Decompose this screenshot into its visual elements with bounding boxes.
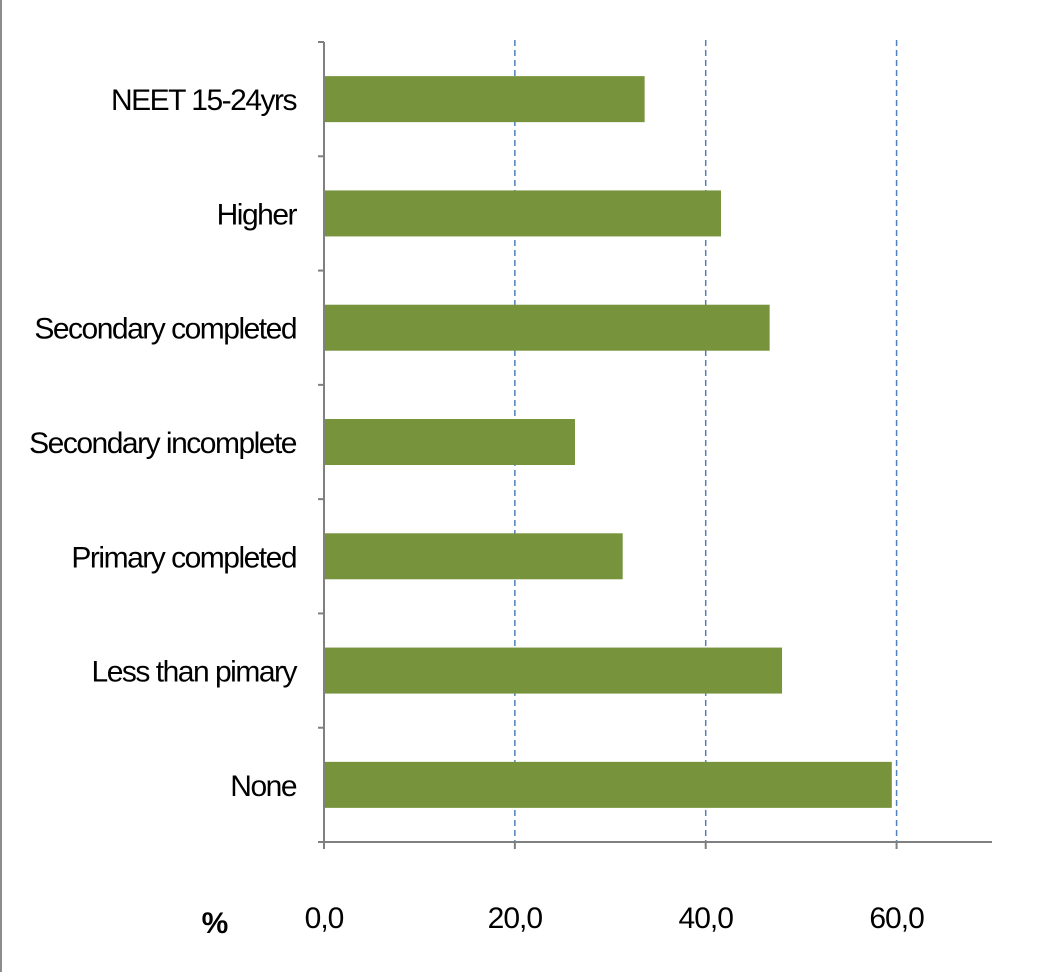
bar-0	[324, 761, 892, 808]
bars	[324, 76, 892, 808]
x-tick-label-40: 40,0	[679, 902, 734, 935]
category-label-0: None	[230, 770, 297, 803]
category-label-4: Secondary completed	[34, 313, 296, 346]
category-label-3: Secondary incomplete	[29, 427, 297, 460]
category-label-6: NEET 15-24yrs	[111, 84, 297, 117]
axes	[318, 41, 992, 849]
category-label-5: Higher	[217, 198, 298, 231]
bar-6	[324, 76, 645, 123]
category-label-2: Primary completed	[71, 541, 296, 574]
bar-2	[324, 533, 623, 580]
x-tick-label-60: 60,0	[869, 902, 924, 935]
x-axis-unit-label: %	[202, 907, 229, 940]
bar-1	[324, 647, 783, 694]
bar-4	[324, 304, 770, 351]
labels: None Less than pimary Primary completed Sec…	[29, 84, 925, 940]
x-tick-label-0: 0,0	[305, 902, 344, 935]
bar-3	[324, 419, 575, 465]
x-tick-label-20: 20,0	[488, 902, 543, 935]
category-label-1: Less than pimary	[92, 656, 298, 689]
bar-5	[324, 190, 721, 237]
